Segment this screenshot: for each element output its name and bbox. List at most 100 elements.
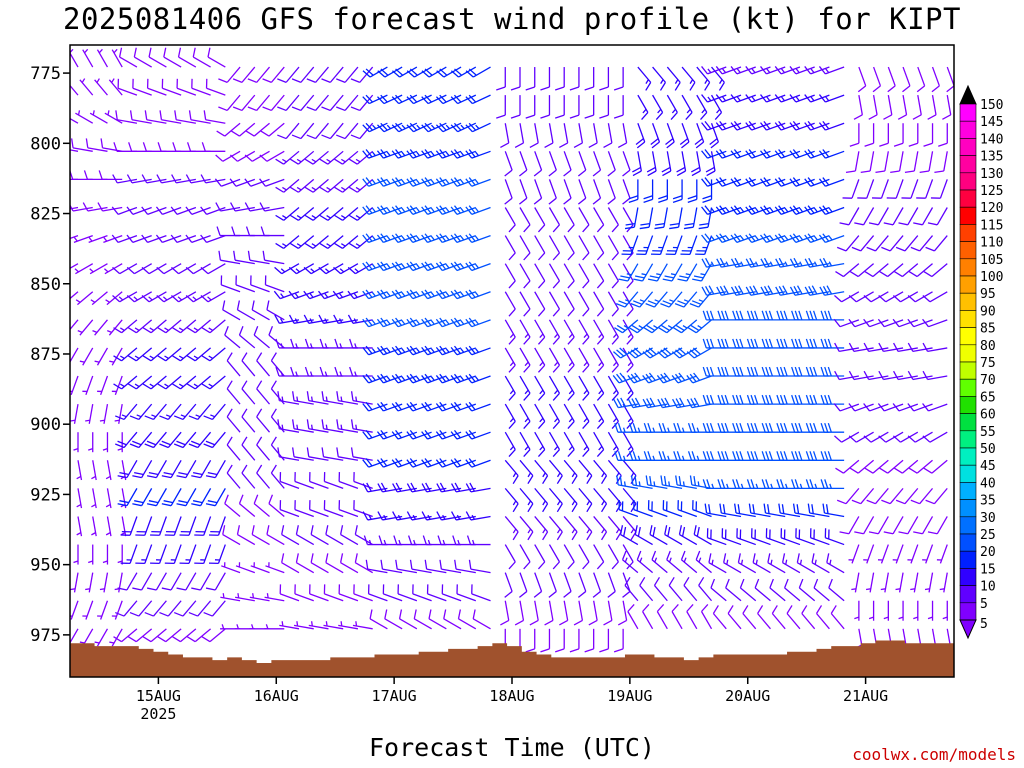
wind-barb: [898, 207, 919, 226]
wind-barb: [650, 122, 661, 149]
wind-barb: [241, 464, 256, 489]
wind-barb: [789, 94, 815, 103]
wind-barb: [643, 319, 668, 334]
wind-barb: [593, 319, 605, 345]
wind-barb: [578, 319, 590, 345]
wind-barb: [686, 347, 712, 359]
wind-barb: [201, 347, 226, 362]
wind-barb: [687, 179, 698, 204]
wind-barb: [922, 431, 948, 443]
wind-barb: [205, 459, 226, 479]
wind-barb: [504, 459, 519, 485]
wind-barb: [826, 553, 845, 574]
wind-barb: [391, 429, 418, 440]
wind-barb: [658, 179, 668, 204]
wind-barb: [226, 408, 241, 433]
wind-barb: [771, 605, 786, 630]
wind-barbs: [70, 47, 954, 653]
wind-barb: [693, 525, 712, 546]
wind-barb: [421, 458, 447, 468]
wind-barb: [563, 151, 572, 177]
wind-barb: [452, 535, 476, 546]
wind-barb: [421, 205, 447, 215]
wind-barb: [868, 600, 875, 621]
wind-barb: [893, 370, 918, 381]
wind-barb: [671, 347, 698, 359]
wind-barb: [347, 290, 373, 300]
wind-barb: [450, 205, 477, 215]
wind-barb: [450, 122, 477, 133]
wind-barb: [200, 174, 226, 184]
wind-barb: [622, 179, 631, 205]
wind-barb: [224, 326, 241, 349]
wind-barb: [622, 403, 634, 429]
wind-barb: [362, 177, 388, 187]
wind-barb: [864, 123, 875, 147]
wind-barb: [607, 235, 619, 261]
wind-barb: [226, 436, 241, 461]
y-tick-label: 775: [30, 64, 61, 84]
colorbar-swatch: [959, 585, 977, 604]
wind-barb: [769, 578, 786, 602]
wind-barb: [878, 342, 904, 353]
wind-barb: [854, 207, 875, 226]
wind-barb: [653, 576, 668, 602]
wind-barb: [339, 553, 359, 574]
wind-barb: [871, 179, 889, 199]
colorbar-swatch: [959, 499, 977, 518]
wind-barb: [654, 207, 668, 230]
wind-barb: [922, 291, 948, 303]
wind-barb: [148, 47, 167, 68]
wind-barb: [563, 431, 575, 458]
wind-barb: [325, 525, 344, 546]
wind-barb: [129, 110, 152, 124]
wind-barb: [376, 458, 403, 468]
wind-barb: [692, 500, 712, 518]
wind-barb: [627, 372, 653, 384]
wind-barb: [529, 600, 539, 626]
wind-barb: [559, 123, 569, 149]
wind-barb: [686, 372, 712, 384]
wind-barb: [607, 544, 619, 570]
wind-barb: [894, 459, 919, 474]
wind-barb: [129, 600, 153, 617]
wind-barb: [97, 202, 123, 212]
wind-barb: [548, 375, 561, 401]
wind-barb: [391, 177, 418, 187]
wind-barb: [934, 151, 948, 174]
wind-barb: [82, 375, 94, 396]
wind-barb: [893, 342, 918, 353]
wind-barb: [681, 94, 693, 120]
wind-barb: [860, 151, 875, 174]
wind-barb: [683, 576, 698, 602]
wind-barb: [540, 95, 551, 119]
wind-barb: [927, 95, 937, 120]
wind-barb: [406, 177, 432, 187]
wind-barb: [465, 345, 491, 356]
wind-barb: [277, 94, 300, 112]
wind-barb: [656, 603, 668, 630]
wind-barb: [236, 525, 256, 546]
wind-barb: [519, 403, 531, 429]
colorbar-swatch: [959, 344, 977, 363]
wind-barb: [323, 584, 344, 602]
wind-barb: [898, 516, 919, 535]
colorbar-label: 100: [980, 270, 1003, 285]
y-tick-label: 950: [30, 556, 61, 576]
wind-barb: [833, 318, 860, 328]
wind-barb: [548, 487, 563, 513]
wind-barb: [745, 177, 771, 187]
wind-barb: [848, 370, 874, 381]
wind-barb: [250, 275, 270, 293]
wind-barb: [563, 319, 575, 345]
wind-barb: [701, 233, 727, 244]
wind-barb: [349, 338, 373, 349]
wind-barb: [378, 535, 403, 546]
wind-barb: [534, 487, 549, 513]
wind-barb: [319, 206, 344, 221]
wind-barb: [622, 459, 637, 485]
wind-barb: [519, 179, 528, 205]
wind-barb: [185, 174, 211, 184]
